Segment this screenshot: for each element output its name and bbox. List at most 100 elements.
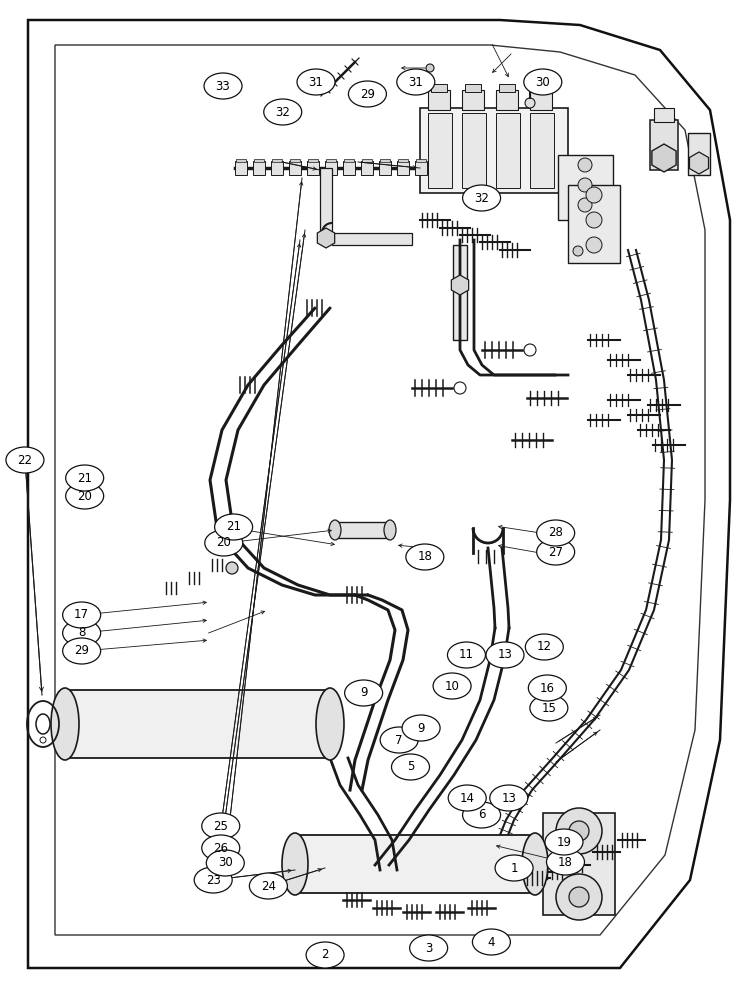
Ellipse shape [329, 520, 341, 540]
Ellipse shape [66, 465, 104, 491]
Circle shape [586, 237, 602, 253]
Bar [496, 113, 520, 188]
Ellipse shape [63, 638, 101, 664]
Text: 13: 13 [501, 792, 516, 804]
Bar [462, 90, 484, 110]
Ellipse shape [202, 813, 240, 839]
Ellipse shape [495, 855, 533, 881]
Ellipse shape [402, 715, 440, 741]
Bar [272, 159, 282, 162]
Bar [416, 159, 426, 162]
Text: 31: 31 [308, 76, 324, 89]
Text: 5: 5 [407, 760, 414, 774]
Ellipse shape [206, 850, 244, 876]
Text: 13: 13 [497, 648, 513, 662]
Ellipse shape [316, 688, 344, 760]
Bar [431, 84, 447, 92]
Bar [335, 522, 390, 538]
Text: 14: 14 [460, 792, 475, 804]
Text: 28: 28 [548, 526, 563, 540]
Bar [326, 159, 336, 162]
Ellipse shape [472, 929, 510, 955]
Ellipse shape [463, 185, 500, 211]
Text: 21: 21 [226, 520, 241, 534]
Ellipse shape [384, 520, 396, 540]
Text: 16: 16 [540, 682, 555, 694]
Bar [320, 168, 332, 233]
Bar [543, 813, 615, 915]
Ellipse shape [448, 642, 485, 668]
Ellipse shape [524, 69, 562, 95]
Text: 19: 19 [556, 836, 572, 848]
Ellipse shape [349, 81, 386, 107]
Text: 4: 4 [488, 936, 495, 948]
Bar [65, 690, 330, 758]
Bar [398, 159, 408, 162]
Circle shape [573, 246, 583, 256]
Bar [325, 161, 337, 175]
Ellipse shape [63, 602, 101, 628]
Ellipse shape [66, 483, 104, 509]
Text: 2: 2 [321, 948, 329, 962]
Bar [290, 159, 300, 162]
Text: 8: 8 [78, 626, 85, 640]
Bar [428, 90, 450, 110]
Ellipse shape [297, 69, 335, 95]
Bar [499, 84, 515, 92]
Bar [397, 161, 409, 175]
Text: 25: 25 [213, 820, 228, 832]
Ellipse shape [202, 835, 240, 861]
Text: 31: 31 [408, 76, 423, 89]
Ellipse shape [282, 833, 308, 895]
Bar [253, 161, 265, 175]
Ellipse shape [530, 695, 568, 721]
Ellipse shape [204, 73, 242, 99]
Ellipse shape [525, 634, 563, 660]
Text: 20: 20 [216, 536, 231, 550]
Bar [530, 113, 554, 188]
Text: 12: 12 [537, 641, 552, 654]
Ellipse shape [537, 520, 575, 546]
Bar [362, 159, 372, 162]
Text: 23: 23 [206, 874, 221, 886]
Text: 17: 17 [74, 608, 89, 621]
Bar [343, 161, 355, 175]
Bar [344, 159, 354, 162]
Bar [254, 159, 264, 162]
Text: 3: 3 [425, 942, 432, 954]
Ellipse shape [406, 544, 444, 570]
Bar [289, 161, 301, 175]
Ellipse shape [490, 785, 528, 811]
Ellipse shape [63, 620, 101, 646]
Ellipse shape [215, 514, 253, 540]
Ellipse shape [380, 727, 418, 753]
Circle shape [586, 187, 602, 203]
Text: 32: 32 [474, 192, 489, 205]
Text: 30: 30 [535, 76, 550, 89]
Text: 27: 27 [548, 546, 563, 558]
Text: 1: 1 [510, 861, 518, 874]
Circle shape [578, 198, 592, 212]
Text: 22: 22 [17, 454, 33, 466]
Text: 32: 32 [275, 105, 290, 118]
Ellipse shape [545, 829, 583, 855]
Bar [420, 108, 568, 193]
Circle shape [578, 158, 592, 172]
Text: 9: 9 [360, 686, 367, 700]
Bar [568, 185, 620, 263]
Text: 26: 26 [213, 842, 228, 854]
Text: 20: 20 [77, 489, 92, 502]
Text: 11: 11 [459, 648, 474, 662]
Ellipse shape [194, 867, 232, 893]
Text: 10: 10 [445, 680, 460, 692]
Ellipse shape [51, 688, 79, 760]
Bar [428, 113, 452, 188]
Bar [295, 835, 535, 893]
Ellipse shape [345, 680, 383, 706]
Ellipse shape [463, 802, 500, 828]
Bar [688, 133, 710, 175]
Bar [308, 159, 318, 162]
Ellipse shape [569, 821, 589, 841]
Bar [453, 245, 467, 340]
Text: 30: 30 [218, 856, 233, 869]
